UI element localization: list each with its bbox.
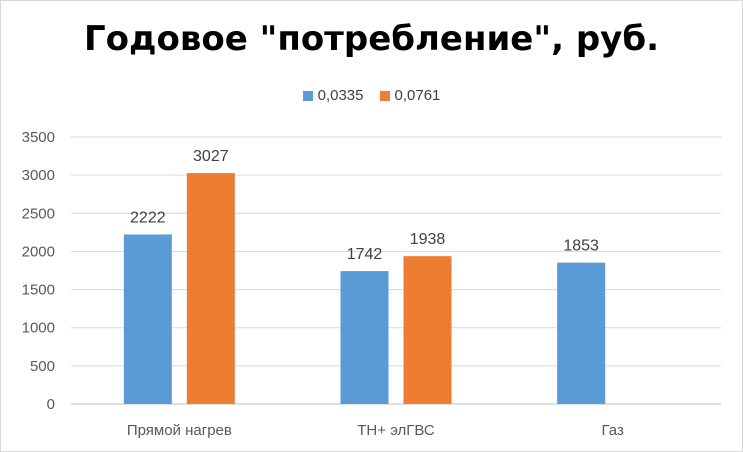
y-tick-label: 1500 xyxy=(22,282,55,299)
legend-label-series-1: 0,0335 xyxy=(317,87,364,104)
x-tick-label: ТН+ элГВС xyxy=(357,422,435,439)
y-tick-label: 1000 xyxy=(22,320,55,337)
bar xyxy=(123,234,172,404)
y-tick-label: 500 xyxy=(30,358,55,375)
data-label: 1853 xyxy=(563,238,599,255)
legend-swatch-series-1 xyxy=(302,90,313,101)
data-label: 3027 xyxy=(193,148,229,165)
legend-swatch-series-2 xyxy=(379,90,390,101)
x-tick-label: Прямой нагрев xyxy=(127,422,232,439)
y-tick-label: 3500 xyxy=(22,129,55,146)
bar xyxy=(557,262,606,404)
y-tick-label: 2500 xyxy=(22,205,55,222)
chart-title: Годовое "потребление", руб. xyxy=(84,19,659,59)
bar xyxy=(403,256,452,404)
bar xyxy=(340,271,389,404)
y-tick-label: 3000 xyxy=(22,167,55,184)
data-label: 1742 xyxy=(347,246,383,263)
bar xyxy=(186,173,235,404)
y-tick-label: 0 xyxy=(47,396,55,413)
data-label: 2222 xyxy=(130,209,166,226)
data-label: 1938 xyxy=(410,231,446,248)
legend: 0,0335 0,0761 xyxy=(1,87,742,104)
x-tick-label: Газ xyxy=(601,422,623,439)
y-tick-label: 2000 xyxy=(22,243,55,260)
legend-item-series-2: 0,0761 xyxy=(379,87,441,104)
legend-item-series-1: 0,0335 xyxy=(302,87,364,104)
legend-label-series-2: 0,0761 xyxy=(394,87,441,104)
